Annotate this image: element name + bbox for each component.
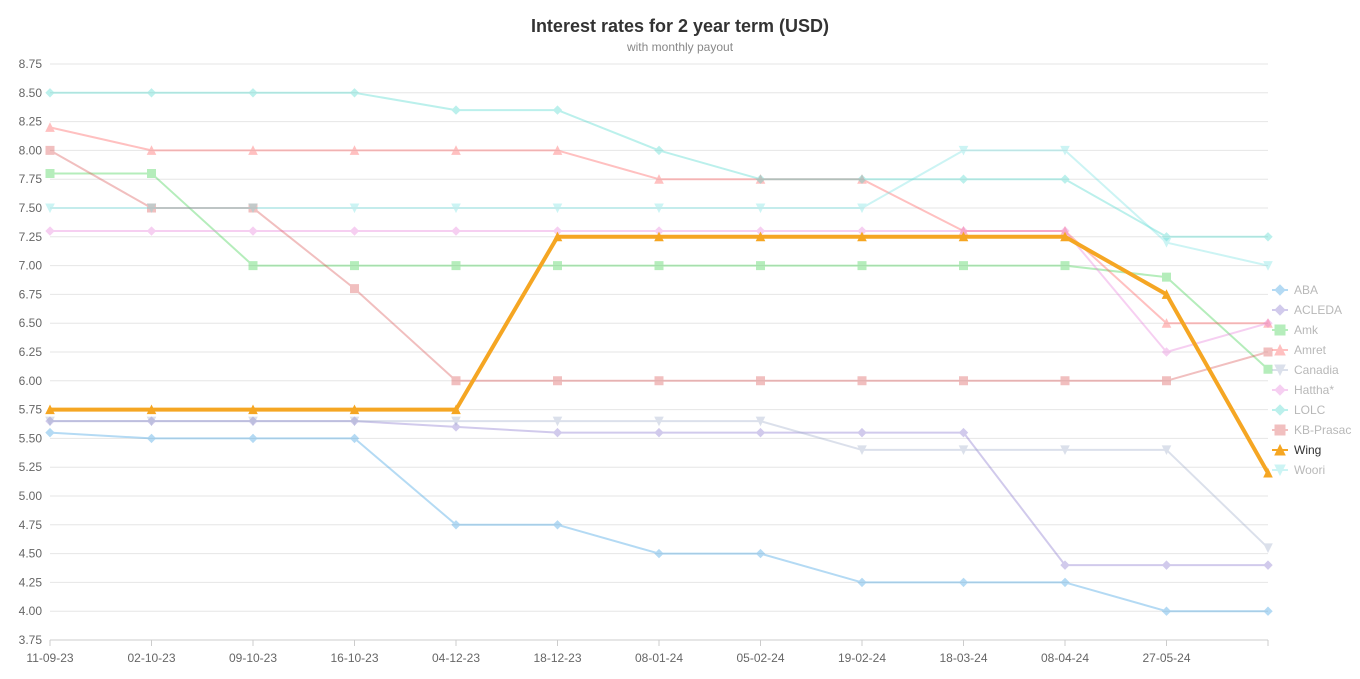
legend-label: Canadia [1294,363,1339,377]
legend-item-hattha-[interactable]: Hattha* [1272,383,1334,397]
legend-item-woori[interactable]: Woori [1272,463,1325,477]
x-tick-label: 08-01-24 [635,651,683,665]
y-tick-label: 7.50 [19,201,43,215]
series-amk [46,169,1272,373]
x-tick-label: 19-02-24 [838,651,886,665]
legend-item-wing[interactable]: Wing [1272,443,1321,457]
y-tick-label: 7.75 [19,172,43,186]
x-tick-label: 09-10-23 [229,651,277,665]
y-tick-label: 4.75 [19,518,43,532]
legend-label: Wing [1294,443,1321,457]
y-tick-label: 6.75 [19,287,43,301]
legend-item-canadia[interactable]: Canadia [1272,363,1339,377]
x-tick-label: 27-05-24 [1142,651,1190,665]
legend-label: Woori [1294,463,1325,477]
y-tick-label: 8.50 [19,86,43,100]
x-tick-label: 08-04-24 [1041,651,1089,665]
legend-label: LOLC [1294,403,1326,417]
y-tick-label: 7.00 [19,259,43,273]
y-tick-label: 5.50 [19,431,43,445]
legend-item-amk[interactable]: Amk [1272,323,1319,337]
legend-item-aba[interactable]: ABA [1272,283,1318,297]
y-tick-label: 8.75 [19,57,43,71]
y-tick-label: 8.00 [19,143,43,157]
y-tick-label: 6.50 [19,316,43,330]
y-tick-label: 7.25 [19,230,43,244]
legend-item-lolc[interactable]: LOLC [1272,403,1326,417]
legend-label: ABA [1294,283,1318,297]
y-tick-label: 6.25 [19,345,43,359]
x-tick-label: 04-12-23 [432,651,480,665]
x-tick-label: 11-09-23 [26,651,73,665]
legend-label: Hattha* [1294,383,1334,397]
y-tick-label: 4.50 [19,547,43,561]
legend-label: ACLEDA [1294,303,1342,317]
series-aba [46,429,1272,616]
y-tick-label: 5.00 [19,489,43,503]
x-tick-label: 16-10-23 [330,651,378,665]
legend-label: Amret [1294,343,1327,357]
y-tick-label: 4.25 [19,575,43,589]
series-lolc [46,89,1272,241]
series-hattha- [46,227,1272,356]
legend-item-amret[interactable]: Amret [1272,343,1327,357]
y-tick-label: 8.25 [19,115,43,129]
series-acleda [46,417,1272,569]
legend-item-kb-prasac[interactable]: KB-Prasac [1272,423,1351,437]
legend-item-acleda[interactable]: ACLEDA [1272,303,1342,317]
x-tick-label: 18-12-23 [533,651,581,665]
x-tick-label: 05-02-24 [736,651,784,665]
y-tick-label: 4.00 [19,604,43,618]
x-tick-label: 02-10-23 [127,651,175,665]
y-tick-label: 6.00 [19,374,43,388]
line-chart: 3.75 4.00 4.25 4.50 4.75 5.00 5.25 5.50 5.75 6.00… [0,0,1360,679]
x-tick-label: 18-03-24 [939,651,987,665]
legend-label: KB-Prasac [1294,423,1351,437]
legend-label: Amk [1294,323,1319,337]
y-tick-label: 5.75 [19,403,43,417]
y-tick-label: 3.75 [19,633,43,647]
y-tick-label: 5.25 [19,460,43,474]
